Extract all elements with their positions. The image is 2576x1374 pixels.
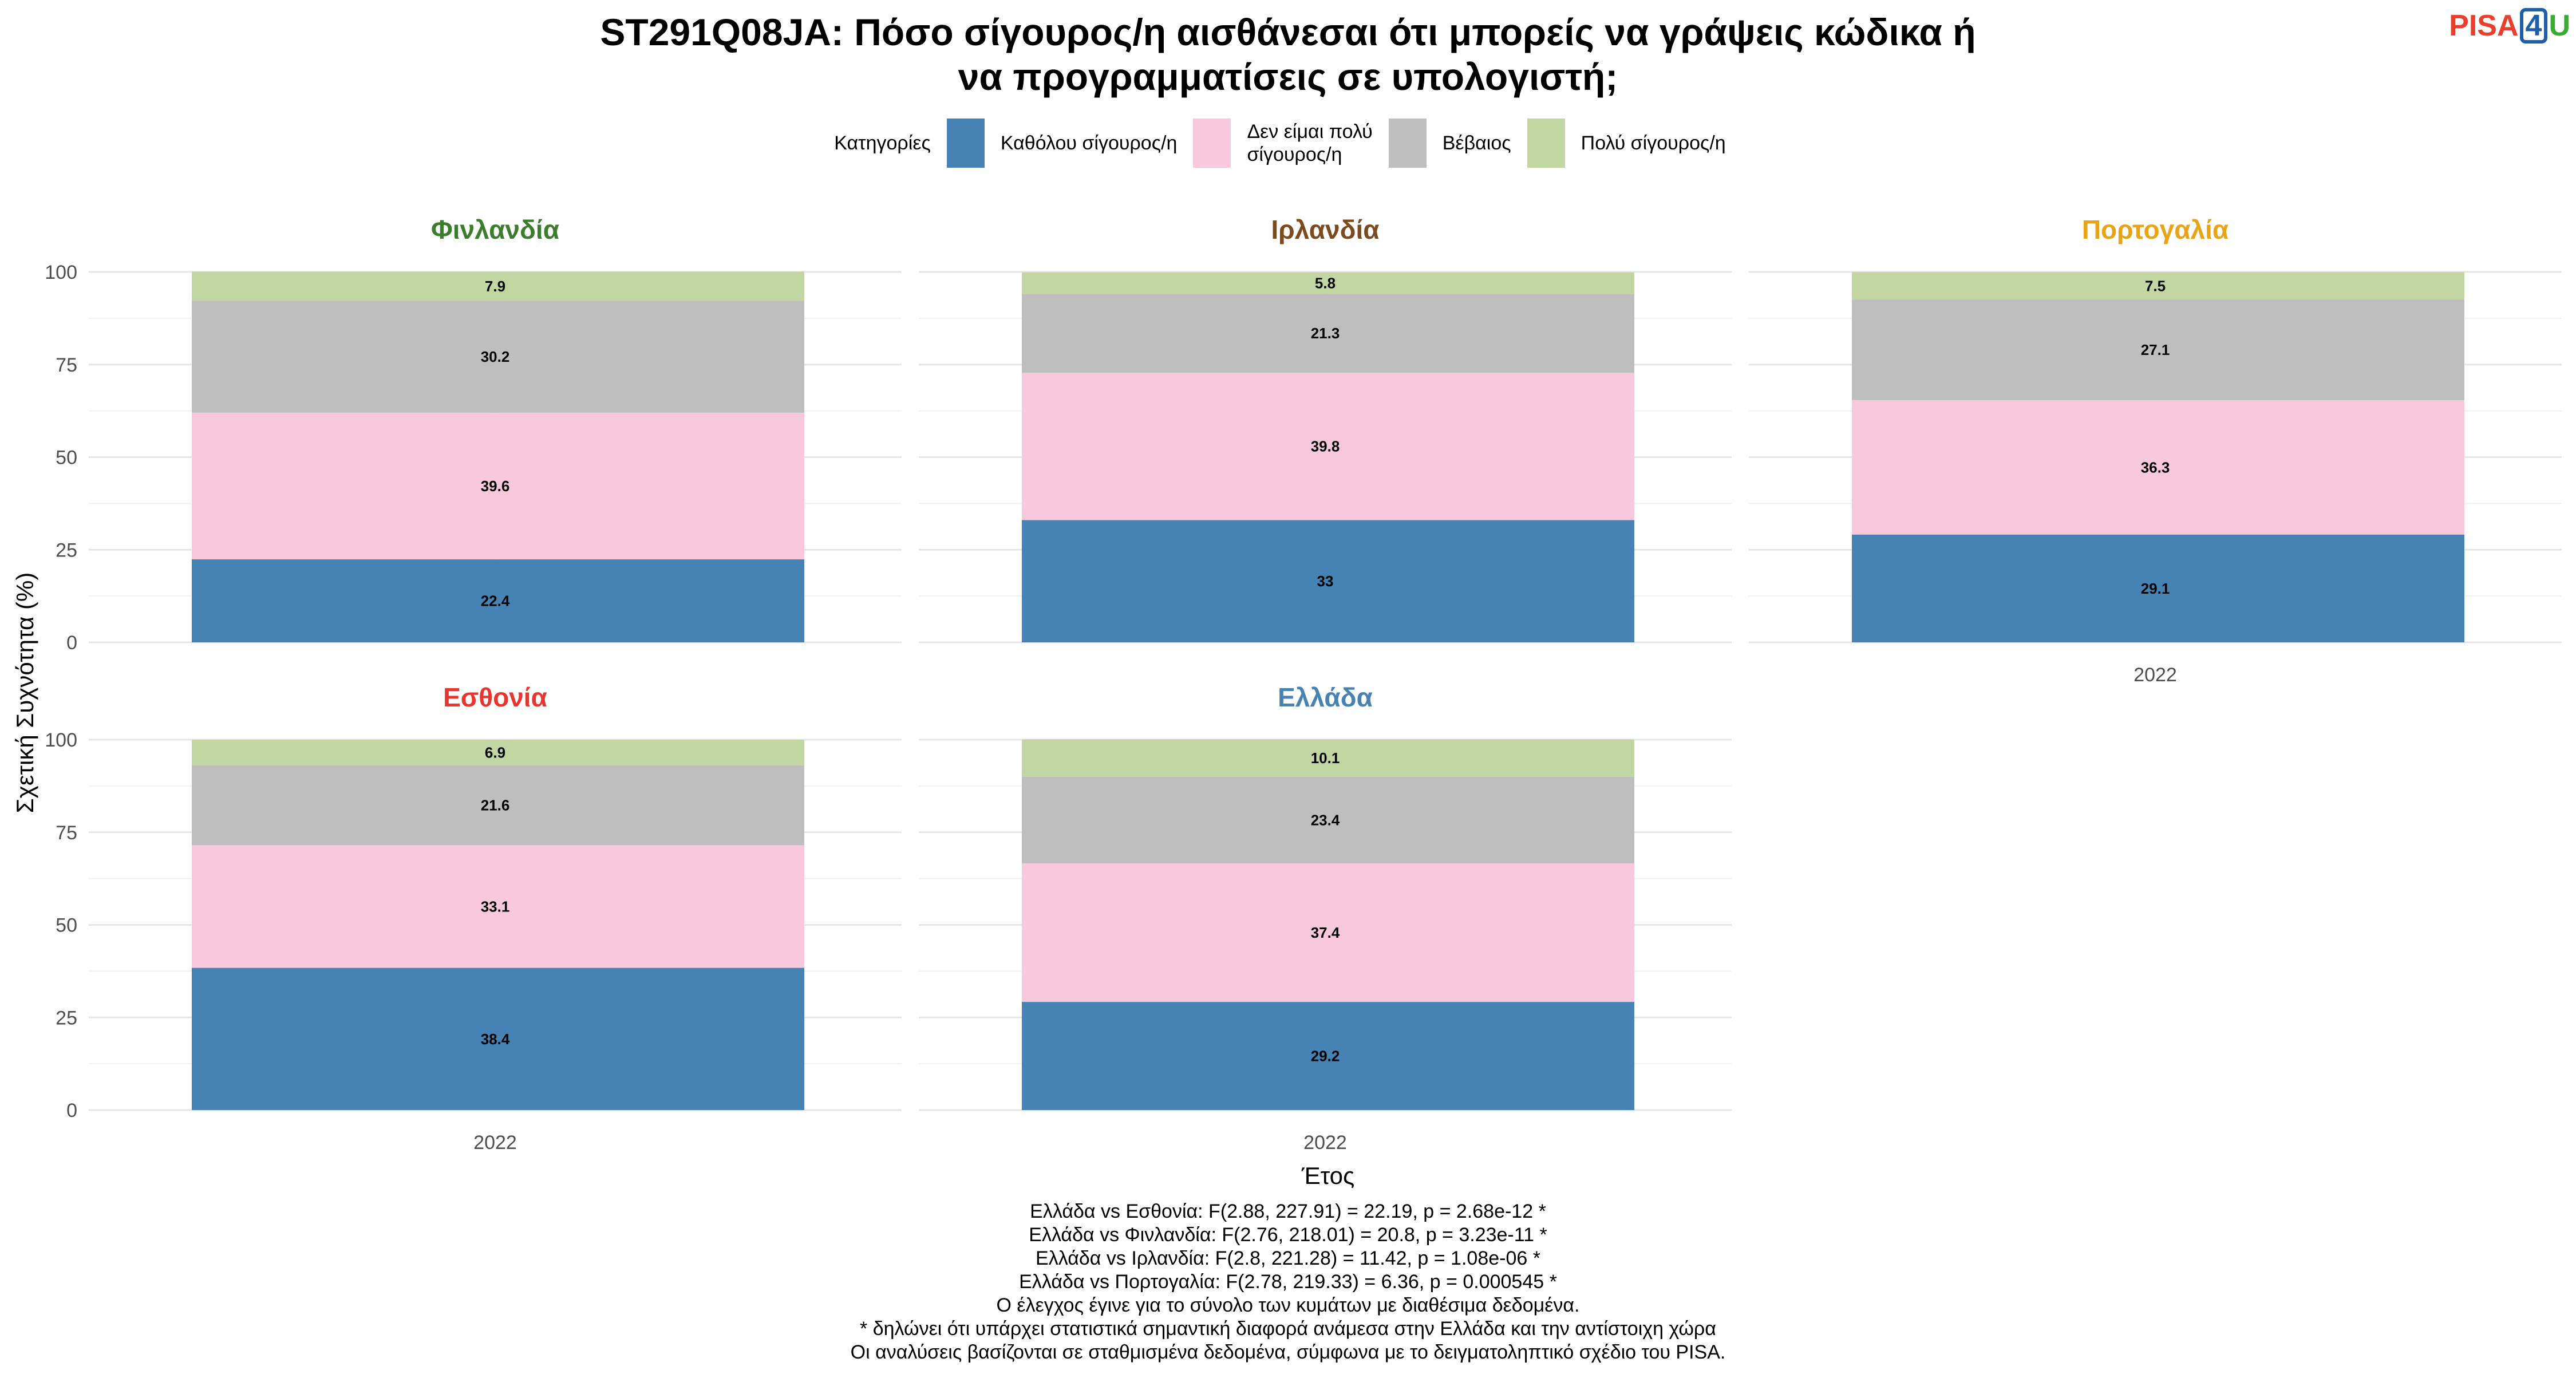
x-tick-label: 2022 (473, 1132, 517, 1154)
bar-segment (1022, 739, 1634, 777)
data-label: 36.3 (2141, 459, 2170, 476)
bar-segment (192, 968, 804, 1110)
bar-segment (1022, 863, 1634, 1002)
chart-title-line-2: να προγραμματίσεις σε υπολογιστή; (958, 56, 1618, 98)
y-tick-label: 75 (56, 354, 77, 376)
data-label: 23.4 (1311, 811, 1340, 828)
data-label: 10.1 (1311, 749, 1340, 767)
data-label: 29.1 (2141, 580, 2170, 597)
x-axis-title: Έτος (1301, 1162, 1355, 1189)
footnote-line: Ελλάδα vs Φινλανδία: F(2.76, 218.01) = 2… (1029, 1224, 1547, 1246)
legend-label: Πολύ σίγουρος/η (1581, 132, 1726, 154)
bar-segment (192, 301, 804, 413)
footnotes: Ελλάδα vs Εσθονία: F(2.88, 227.91) = 22.… (0, 1200, 2576, 1364)
data-label: 29.2 (1311, 1048, 1340, 1065)
chart-title-line-1: ST291Q08JA: Πόσο σίγουρος/η αισθάνεσαι ό… (600, 11, 1976, 53)
data-label: 27.1 (2141, 341, 2170, 358)
data-label: 22.4 (481, 593, 510, 610)
data-label: 5.8 (1315, 274, 1336, 291)
bar-segment (192, 845, 804, 968)
panel-title: Φινλανδία (431, 215, 559, 244)
bar-segment (192, 412, 804, 560)
data-label: 33.1 (481, 898, 510, 915)
footnote-line: Ελλάδα vs Πορτογαλία: F(2.78, 219.33) = … (1019, 1271, 1557, 1293)
footnote-line: Ελλάδα vs Εσθονία: F(2.88, 227.91) = 22.… (1030, 1201, 1546, 1222)
bar-segment (1022, 272, 1634, 294)
footnote-line: Ο έλεγχος έγινε για το σύνολο των κυμάτω… (996, 1294, 1580, 1316)
bar-segment (192, 559, 804, 642)
panel-title: Πορτογαλία (2082, 215, 2229, 244)
legend-swatch (946, 119, 985, 168)
data-label: 39.8 (1311, 438, 1340, 455)
bar-segment (192, 740, 804, 765)
legend-item-not-sure: Καθόλου σίγουρος/η (946, 119, 1178, 168)
legend-label: Καθόλου σίγουρος/η (1000, 132, 1178, 154)
bar-segment (1852, 272, 2464, 300)
y-tick-label: 100 (45, 262, 77, 283)
bar-segment (1022, 520, 1634, 642)
legend-swatch (1388, 119, 1427, 168)
footnote-line: * δηλώνει ότι υπάρχει στατιστικά σημαντι… (860, 1318, 1716, 1340)
y-tick-label: 100 (45, 729, 77, 751)
bar-segment (192, 765, 804, 846)
footnote-line: Ελλάδα vs Ιρλανδία: F(2.8, 221.28) = 11.… (1036, 1247, 1540, 1269)
y-tick-label: 0 (66, 632, 77, 654)
bar-segment (1022, 1002, 1634, 1110)
panel-title: Ιρλανδία (1271, 215, 1379, 244)
bar-segment (1022, 776, 1634, 864)
y-tick-label: 25 (56, 1007, 77, 1029)
data-label: 37.4 (1311, 924, 1340, 941)
footnote-line: Οι αναλύσεις βασίζονται σε σταθμισμένα δ… (850, 1341, 1726, 1363)
data-label: 30.2 (481, 348, 510, 365)
legend-item-very-sure: Πολύ σίγουρος/η (1527, 119, 1726, 168)
y-tick-label: 50 (56, 915, 77, 937)
legend-item-not-very-sure: Δεν είμαι πολύ σίγουρος/η (1193, 119, 1373, 168)
bar-segment (192, 271, 804, 301)
data-label: 7.5 (2145, 277, 2166, 294)
y-tick-label: 50 (56, 447, 77, 469)
bar-segment (1022, 372, 1634, 520)
y-tick-label: 0 (66, 1100, 77, 1122)
data-label: 39.6 (481, 477, 510, 495)
y-tick-label: 25 (56, 539, 77, 561)
legend-swatch (1193, 119, 1231, 168)
bar-segment (1852, 299, 2464, 400)
pisa4u-logo: PISA 4 U (2449, 8, 2570, 44)
data-label: 33 (1317, 572, 1334, 590)
bar-segment (1022, 294, 1634, 373)
legend-label: Δεν είμαι πολύ σίγουρος/η (1247, 121, 1373, 165)
data-label: 38.4 (481, 1030, 510, 1048)
data-label: 21.6 (481, 797, 510, 814)
logo-u: U (2549, 9, 2570, 42)
legend-item-certain: Βέβαιος (1388, 119, 1511, 168)
bar-segment (1852, 534, 2464, 642)
panel-title: Ελλάδα (1278, 682, 1373, 712)
logo-four: 4 (2519, 8, 2548, 44)
x-tick-label: 2022 (2134, 664, 2177, 686)
legend: Κατηγορίες Καθόλου σίγουρος/η Δεν είμαι … (0, 114, 2576, 172)
legend-title: Κατηγορίες (834, 132, 931, 154)
x-tick-label: 2022 (1303, 1132, 1347, 1154)
y-tick-label: 75 (56, 822, 77, 844)
panel-title: Εσθονία (443, 682, 547, 712)
logo-pisa: PISA (2449, 9, 2519, 42)
legend-swatch (1527, 119, 1565, 168)
data-label: 6.9 (485, 744, 505, 761)
data-label: 21.3 (1311, 325, 1340, 342)
bar-segment (1852, 400, 2464, 535)
legend-label: Βέβαιος (1442, 132, 1511, 154)
y-axis-title: Σχετική Συχνότητα (%) (11, 572, 38, 814)
data-label: 7.9 (485, 278, 505, 295)
